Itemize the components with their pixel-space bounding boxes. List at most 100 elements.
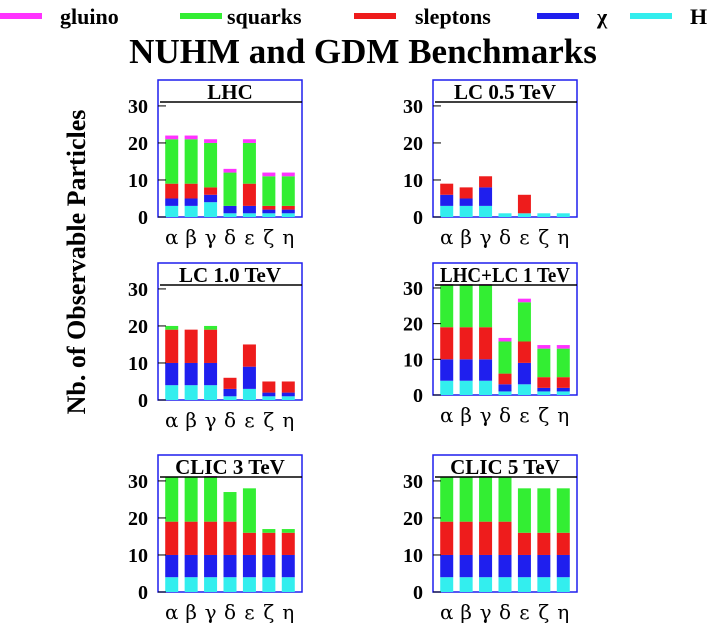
bar-h-6	[537, 577, 551, 592]
bar-sleptons-6	[262, 205, 276, 210]
x-tick-label: ζ	[538, 225, 549, 249]
bar-squarks-7	[281, 176, 295, 206]
bar-chi-2	[184, 554, 198, 578]
bar-chi-4	[498, 554, 512, 578]
bar-chi-5	[517, 362, 531, 385]
legend-swatch-sleptons	[354, 13, 396, 19]
bar-sleptons-3	[479, 176, 493, 188]
bar-h-3	[204, 385, 218, 400]
bar-squarks-7	[556, 348, 570, 378]
bar-chi-4	[223, 388, 237, 397]
bar-sleptons-5	[517, 532, 531, 555]
x-tick-label: α	[165, 225, 179, 249]
panel-title: CLIC 3 TeV	[175, 455, 285, 479]
panel-title: LHC	[207, 80, 253, 104]
bar-h-1	[440, 380, 454, 395]
y-tick-label: 0	[413, 582, 423, 604]
bar-sleptons-7	[281, 381, 295, 393]
bar-chi-5	[242, 205, 256, 214]
bar-h-5	[242, 577, 256, 592]
y-tick-label: 20	[403, 508, 423, 530]
bar-h-1	[165, 385, 179, 400]
bar-chi-7	[556, 554, 570, 578]
bar-h-1	[165, 205, 179, 217]
bar-h-2	[459, 577, 473, 592]
bar-h-1	[165, 577, 179, 592]
x-tick-label: α	[165, 600, 179, 623]
y-tick-label: 0	[413, 207, 423, 229]
bar-chi-7	[556, 387, 570, 392]
panel-lhc: 0 10 20 30 α β γ δ ε ζ η LHC	[128, 79, 303, 249]
x-tick-label: α	[440, 600, 454, 623]
bar-chi-1	[165, 362, 179, 386]
bar-h-3	[479, 380, 493, 395]
legend: gluino squarks sleptons χ H	[0, 4, 707, 29]
bar-chi-1	[165, 198, 179, 206]
bar-sleptons-2	[459, 521, 473, 555]
bar-chi-1	[440, 359, 454, 381]
bar-chi-6	[537, 387, 551, 392]
panel-lc-0-5-tev: 0 10 20 30 α β γ δ ε ζ η LC 0.5 TeV	[403, 79, 578, 249]
bar-sleptons-3	[479, 327, 493, 360]
y-tick-label: 30	[128, 96, 148, 118]
bar-squarks-6	[262, 176, 276, 206]
bar-h-7	[556, 213, 570, 217]
legend-swatch-squarks	[180, 13, 222, 19]
bar-chi-6	[262, 209, 276, 214]
y-tick-label: 10	[403, 349, 423, 371]
bar-h-3	[479, 205, 493, 217]
bar-squarks-1	[440, 477, 454, 522]
bar-h-6	[537, 391, 551, 395]
bar-squarks-7	[281, 529, 295, 533]
bar-chi-6	[262, 392, 276, 397]
bar-squarks-2	[184, 139, 198, 184]
bar-gluino-2	[184, 135, 198, 140]
bar-h-3	[204, 202, 218, 217]
panel-clic-5-tev: 0 10 20 30 α β γ δ ε ζ η CLIC 5 TeV	[403, 454, 578, 623]
bar-sleptons-3	[204, 329, 218, 363]
x-tick-label: β	[460, 225, 472, 249]
y-tick-label: 10	[128, 545, 148, 567]
bar-gluino-6	[262, 172, 276, 177]
bar-chi-4	[223, 554, 237, 578]
x-tick-label: δ	[224, 600, 236, 623]
y-tick-label: 10	[403, 545, 423, 567]
bar-h-5	[517, 213, 531, 217]
bar-squarks-1	[165, 139, 179, 184]
bar-sleptons-1	[165, 183, 179, 199]
bar-h-2	[459, 380, 473, 395]
bar-chi-5	[242, 554, 256, 578]
bar-sleptons-1	[440, 521, 454, 555]
bar-chi-5	[242, 366, 256, 389]
bar-sleptons-5	[242, 532, 256, 555]
legend-label-gluino: gluino	[60, 4, 119, 29]
bar-chi-3	[479, 187, 493, 206]
bar-sleptons-3	[479, 521, 493, 555]
y-tick-label: 10	[403, 170, 423, 192]
bar-h-5	[517, 384, 531, 395]
bar-chi-2	[184, 198, 198, 206]
bar-chi-4	[498, 384, 512, 392]
legend-swatch-gluino	[0, 13, 42, 19]
bar-chi-2	[184, 362, 198, 386]
x-tick-label: ζ	[538, 600, 549, 623]
x-tick-label: ζ	[538, 403, 549, 427]
bar-chi-1	[440, 194, 454, 206]
y-tick-label: 30	[403, 96, 423, 118]
panel-title-box	[438, 265, 572, 284]
bar-squarks-5	[242, 142, 256, 184]
bar-sleptons-5	[242, 183, 256, 206]
bar-sleptons-2	[184, 521, 198, 555]
bar-squarks-6	[537, 348, 551, 378]
bar-h-6	[262, 577, 276, 592]
y-tick-label: 20	[128, 316, 148, 338]
bar-gluino-4	[223, 168, 237, 173]
x-tick-label: ε	[244, 600, 254, 623]
bar-h-2	[184, 385, 198, 400]
bar-gluino-7	[556, 345, 570, 349]
bar-h-7	[281, 577, 295, 592]
bar-sleptons-2	[459, 187, 473, 199]
bar-chi-6	[537, 554, 551, 578]
bar-squarks-2	[184, 477, 198, 522]
